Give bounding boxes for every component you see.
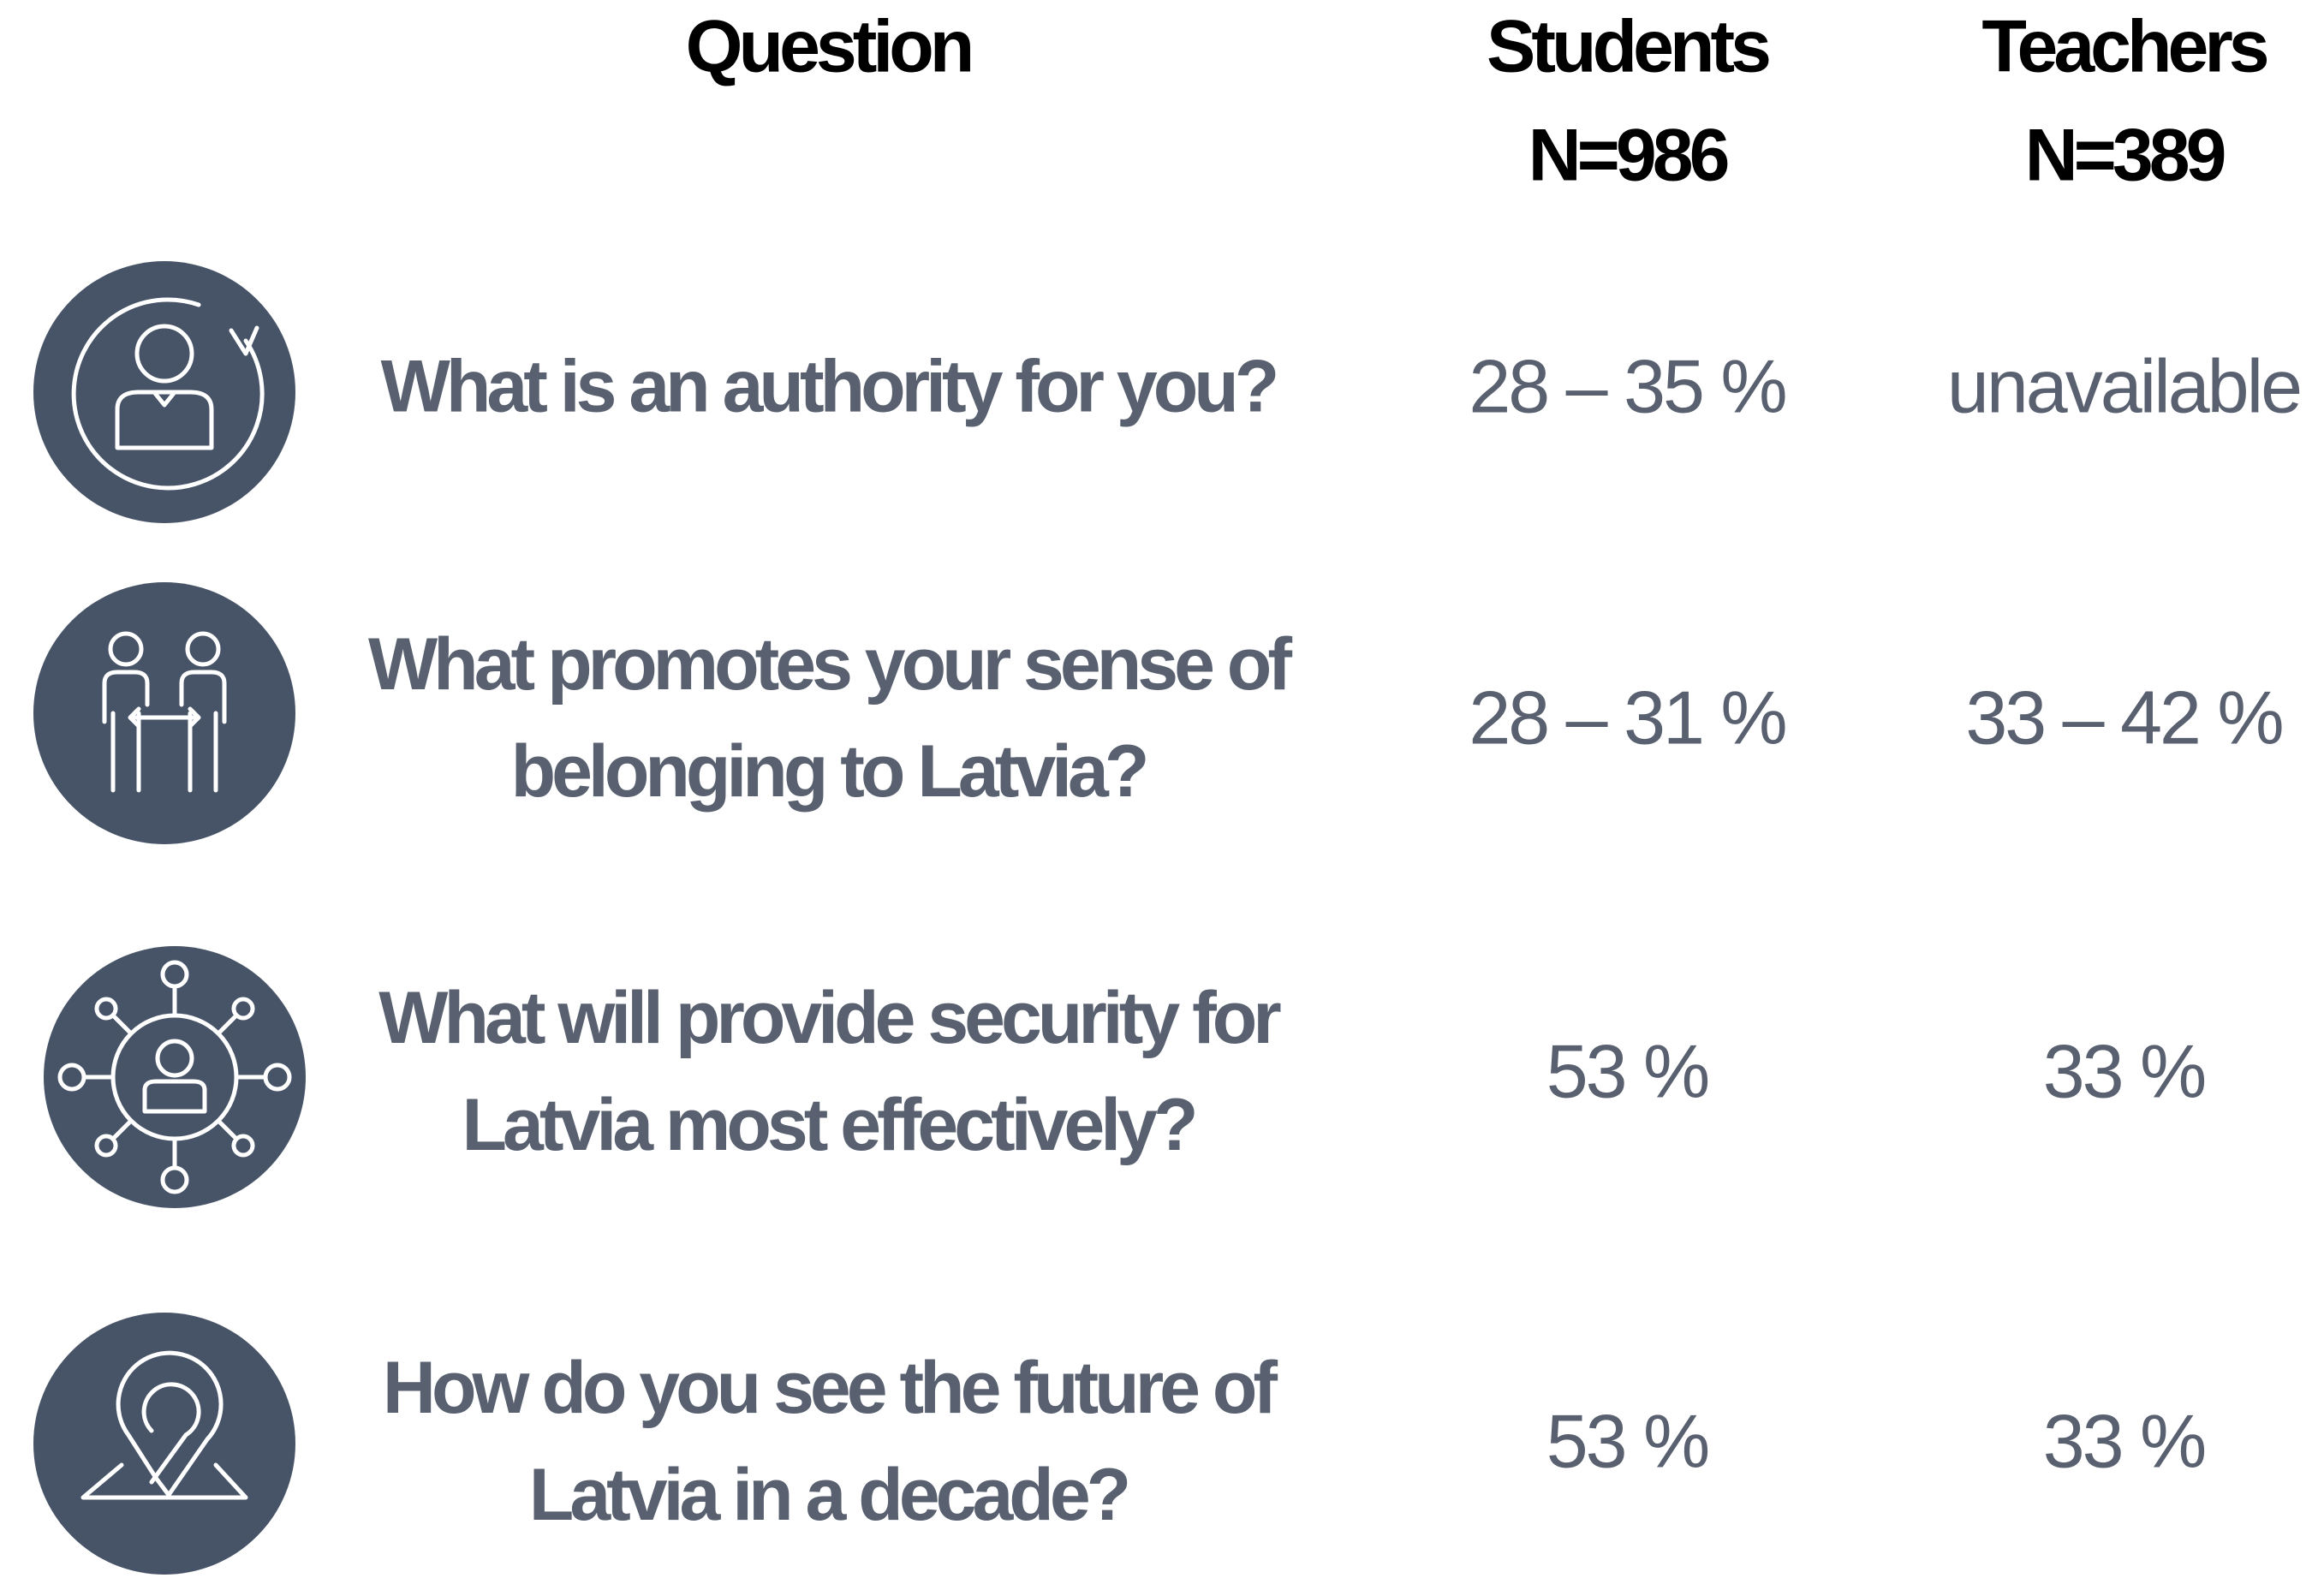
question-line: Latvia most effectively? [462, 1084, 1194, 1166]
authority-icon [33, 261, 295, 523]
teachers-value: unavailable [1947, 343, 2300, 428]
icons [33, 261, 306, 1575]
students-value: 28 – 35 % [1469, 343, 1785, 428]
question-line: belonging to Latvia? [511, 730, 1146, 813]
future-icon [33, 1313, 295, 1575]
teachers-value: 33 % [2043, 1028, 2205, 1113]
teachers-value: 33 % [2043, 1398, 2205, 1483]
header-students-n: N=986 [1528, 115, 1728, 197]
question-line: Latvia in a decade? [529, 1454, 1128, 1536]
students-value: 53 % [1546, 1398, 1708, 1483]
teachers-value: 33 – 42 % [1965, 675, 2282, 759]
question-line: What promotes your sense of [368, 623, 1292, 706]
header-teachers: Teachers [1981, 6, 2267, 88]
belonging-icon [33, 582, 295, 844]
header-question: Question [686, 6, 971, 88]
students-value: 53 % [1546, 1028, 1708, 1113]
question-line: What will provide security for [378, 977, 1281, 1059]
students-value: 28 – 31 % [1469, 675, 1785, 759]
question-line: What is an authority for you? [381, 346, 1276, 428]
question-line: How do you see the future of [383, 1347, 1278, 1429]
header-teachers-n: N=389 [2025, 115, 2225, 197]
security-icon [44, 946, 306, 1208]
header-students: Students [1487, 6, 1769, 88]
